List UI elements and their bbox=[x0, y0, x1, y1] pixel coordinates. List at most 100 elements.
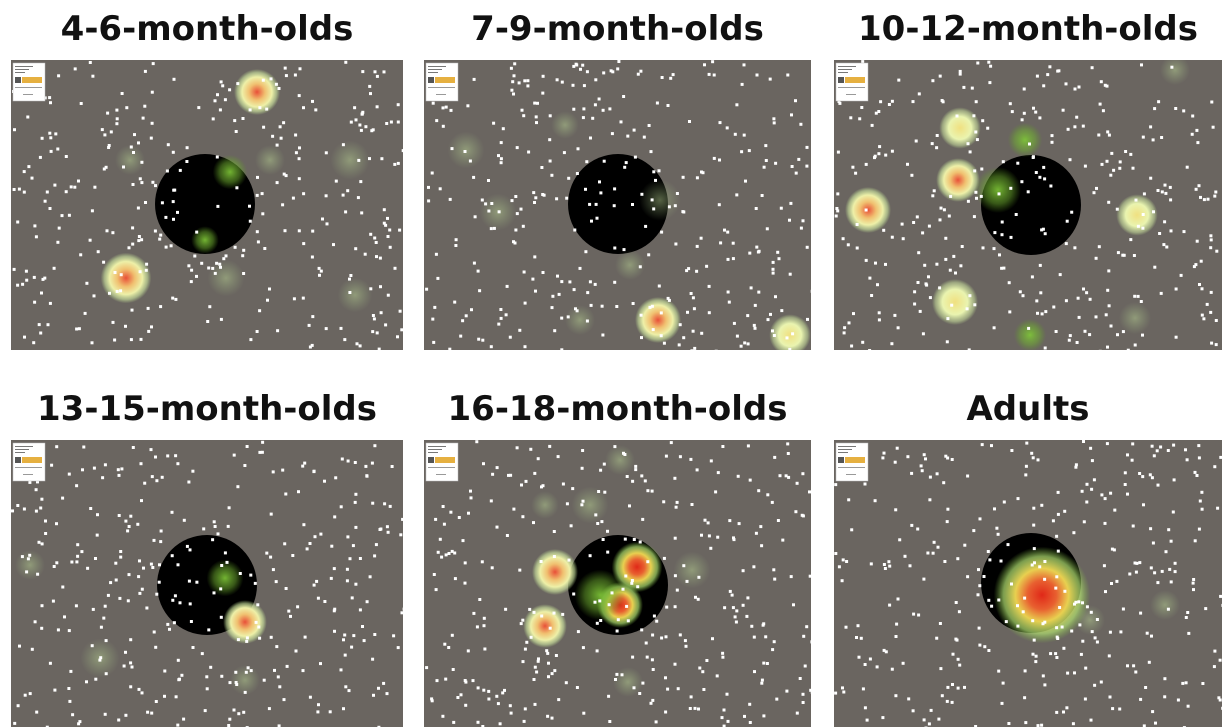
star-dot bbox=[513, 62, 517, 66]
star-dot bbox=[450, 147, 454, 151]
star-dot bbox=[721, 445, 725, 448]
star-dot bbox=[974, 725, 978, 727]
star-dot bbox=[233, 245, 237, 249]
star-dot bbox=[946, 685, 950, 689]
star-dot bbox=[91, 74, 95, 78]
heat-spot bbox=[1007, 122, 1043, 158]
star-dot bbox=[498, 722, 502, 726]
star-dot bbox=[12, 267, 16, 271]
heat-spot bbox=[230, 665, 260, 695]
star-dot bbox=[1168, 567, 1172, 571]
star-dot bbox=[1209, 234, 1213, 238]
star-dot bbox=[313, 535, 317, 539]
star-dot bbox=[1219, 455, 1222, 459]
star-dot bbox=[1132, 664, 1136, 668]
star-dot bbox=[129, 685, 133, 689]
star-dot bbox=[714, 349, 718, 350]
star-dot bbox=[727, 300, 731, 304]
star-dot bbox=[278, 125, 282, 129]
star-dot bbox=[431, 101, 435, 105]
star-dot bbox=[861, 60, 865, 64]
star-dot bbox=[1181, 681, 1185, 685]
star-dot bbox=[606, 550, 610, 554]
star-dot bbox=[868, 349, 872, 350]
star-dot bbox=[104, 165, 108, 169]
star-dot bbox=[694, 595, 697, 599]
star-dot bbox=[138, 177, 142, 181]
star-dot bbox=[248, 108, 252, 112]
star-dot bbox=[475, 625, 479, 629]
star-dot bbox=[165, 169, 169, 173]
star-dot bbox=[747, 149, 751, 153]
star-dot bbox=[620, 673, 624, 677]
star-dot bbox=[1151, 541, 1155, 545]
star-dot bbox=[55, 561, 59, 565]
legend-line bbox=[838, 66, 856, 67]
star-dot bbox=[106, 593, 110, 597]
star-dot bbox=[647, 124, 651, 127]
star-dot bbox=[476, 686, 480, 690]
star-dot bbox=[1162, 243, 1166, 247]
star-dot bbox=[255, 230, 259, 234]
star-dot bbox=[526, 79, 530, 83]
star-dot bbox=[279, 136, 283, 140]
star-dot bbox=[211, 538, 215, 542]
star-dot bbox=[535, 121, 538, 125]
star-dot bbox=[469, 496, 473, 500]
star-dot bbox=[601, 108, 605, 112]
star-dot bbox=[1030, 563, 1034, 567]
star-dot bbox=[218, 262, 222, 266]
star-dot bbox=[1064, 242, 1068, 246]
star-dot bbox=[1027, 326, 1031, 330]
star-dot bbox=[388, 504, 392, 508]
star-dot bbox=[664, 635, 668, 639]
star-dot bbox=[760, 678, 764, 682]
star-dot bbox=[639, 69, 643, 73]
star-dot bbox=[649, 150, 653, 154]
star-dot bbox=[48, 131, 52, 135]
star-dot bbox=[675, 500, 679, 504]
star-dot bbox=[1058, 273, 1062, 277]
star-dot bbox=[552, 530, 556, 533]
star-dot bbox=[155, 479, 159, 483]
star-dot bbox=[551, 294, 555, 298]
star-dot bbox=[138, 559, 141, 563]
star-dot bbox=[572, 107, 576, 111]
star-dot bbox=[766, 493, 770, 497]
star-dot bbox=[835, 207, 839, 210]
star-dot bbox=[258, 106, 262, 110]
star-dot bbox=[256, 175, 259, 179]
star-dot bbox=[61, 585, 65, 589]
star-dot bbox=[685, 579, 689, 583]
star-dot bbox=[271, 568, 275, 572]
star-dot bbox=[361, 70, 365, 74]
star-dot bbox=[945, 340, 949, 344]
star-dot bbox=[1075, 115, 1079, 119]
star-dot bbox=[115, 108, 119, 112]
star-dot bbox=[931, 79, 935, 83]
star-dot bbox=[236, 82, 240, 86]
star-dot bbox=[149, 136, 153, 140]
star-dot bbox=[962, 85, 966, 89]
star-dot bbox=[615, 305, 619, 308]
heat-spot bbox=[255, 145, 285, 175]
legend-line bbox=[436, 474, 446, 475]
star-dot bbox=[461, 319, 465, 323]
star-dot bbox=[1044, 310, 1048, 314]
star-dot bbox=[900, 222, 904, 226]
star-dot bbox=[258, 636, 262, 640]
star-dot bbox=[1198, 499, 1202, 503]
star-dot bbox=[1016, 624, 1020, 628]
star-dot bbox=[478, 598, 482, 601]
star-dot bbox=[33, 300, 37, 304]
star-dot bbox=[35, 710, 39, 714]
star-dot bbox=[595, 621, 599, 625]
star-dot bbox=[1149, 125, 1153, 129]
star-dot bbox=[638, 265, 642, 269]
star-dot bbox=[1056, 69, 1060, 73]
star-dot bbox=[1031, 156, 1035, 159]
star-dot bbox=[1129, 152, 1133, 156]
star-dot bbox=[956, 657, 960, 661]
star-dot bbox=[581, 499, 585, 503]
star-dot bbox=[221, 84, 225, 88]
